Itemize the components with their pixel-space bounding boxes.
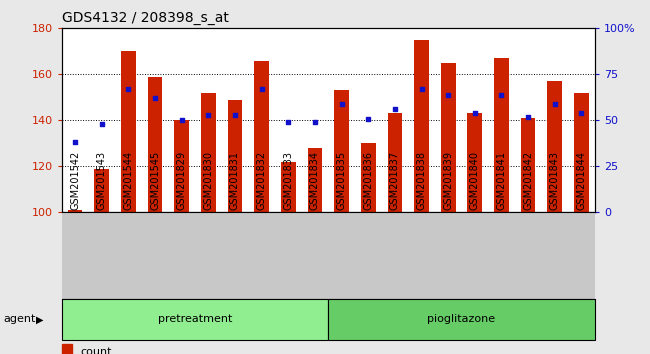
Point (550, 101, 560, 107)
Bar (574, 93, 589, 212)
Text: GDS4132 / 208398_s_at: GDS4132 / 208398_s_at (62, 11, 229, 25)
Point (417, 86, 427, 92)
Bar (328, 299, 595, 340)
Bar (68, 210, 83, 212)
Text: ▶: ▶ (36, 314, 44, 325)
Point (363, 116, 373, 121)
Bar (148, 76, 162, 212)
Bar (547, 81, 562, 212)
Point (70, 139, 81, 145)
Point (283, 119, 294, 125)
Bar (467, 113, 482, 212)
Point (96, 121, 107, 127)
Bar (121, 51, 136, 212)
Bar (441, 63, 456, 212)
Bar (307, 148, 322, 212)
Bar (334, 91, 349, 212)
Point (469, 110, 480, 116)
Bar (62, 344, 72, 354)
Text: agent: agent (3, 314, 36, 325)
Point (523, 114, 533, 120)
Point (177, 118, 187, 123)
Bar (521, 118, 536, 212)
Point (256, 86, 267, 92)
Point (390, 107, 400, 112)
Point (337, 101, 347, 107)
Point (203, 112, 213, 118)
Bar (254, 61, 269, 212)
Text: pioglitazone: pioglitazone (428, 314, 495, 325)
Bar (387, 113, 402, 212)
Bar (62, 299, 328, 340)
Bar (201, 93, 216, 212)
Bar (227, 100, 242, 212)
Text: pretreatment: pretreatment (158, 314, 232, 325)
Bar (494, 58, 509, 212)
Point (443, 92, 454, 97)
Bar (361, 143, 376, 212)
Point (150, 96, 161, 101)
Point (577, 110, 587, 116)
Bar (174, 120, 189, 212)
Bar (414, 40, 429, 212)
Point (230, 112, 240, 118)
Bar (281, 162, 296, 212)
Point (124, 86, 134, 92)
Bar (94, 169, 109, 212)
Point (310, 119, 320, 125)
Text: count: count (81, 347, 112, 354)
Point (497, 92, 507, 97)
